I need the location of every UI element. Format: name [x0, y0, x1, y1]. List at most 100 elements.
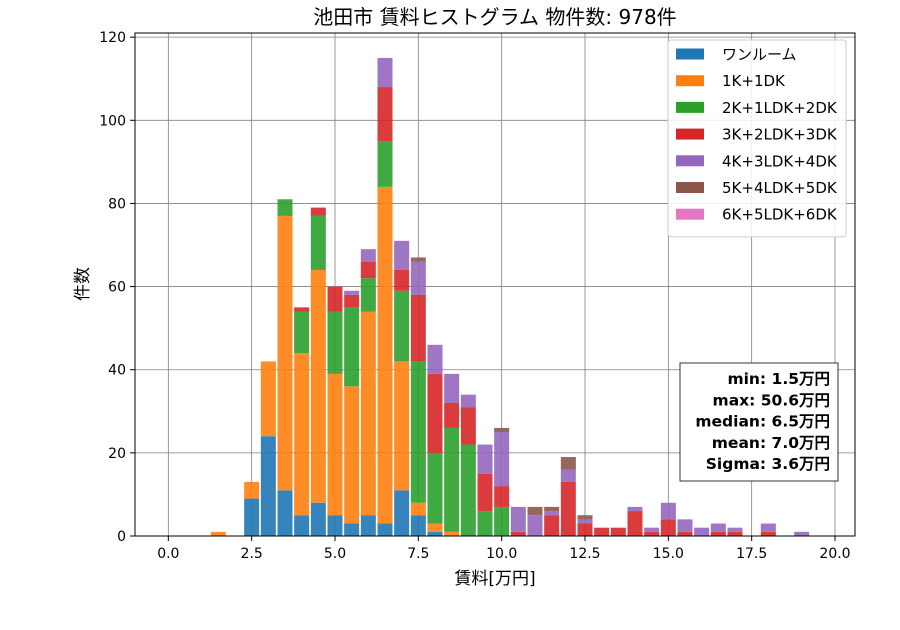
bar	[377, 186, 393, 524]
bar	[244, 481, 260, 499]
y-tick-label: 100	[99, 113, 126, 129]
legend-label: 6K+5LDK+6DK	[722, 206, 838, 224]
bar	[344, 307, 360, 387]
bar	[760, 523, 776, 532]
x-tick-label: 2.5	[241, 546, 263, 562]
bar	[627, 506, 643, 512]
bar	[310, 207, 326, 216]
bar	[327, 311, 343, 374]
bar	[360, 278, 376, 312]
bar	[460, 394, 476, 408]
bar	[460, 444, 476, 536]
legend-swatch	[676, 48, 704, 60]
y-tick-label: 20	[108, 446, 126, 462]
bar	[360, 261, 376, 279]
bar	[294, 515, 310, 536]
y-axis-ticks: 0 20 40 60 80 100 120	[99, 30, 135, 545]
bar	[410, 361, 426, 503]
bar	[444, 531, 460, 536]
bar	[327, 286, 343, 312]
bar	[477, 473, 493, 512]
bar	[277, 199, 293, 216]
bar	[427, 531, 443, 536]
x-axis-ticks: 0.0 2.5 5.0 7.5 10.0 12.5 15.0 17.5 20.0	[157, 536, 851, 562]
stats-box: min: 1.5万円 max: 50.6万円 median: 6.5万円 mean: …	[679, 362, 839, 482]
legend: ワンルーム 1K+1DK 2K+1LDK+2DK 3K+2LDK+3DK 4K+3LDK…	[667, 39, 847, 238]
bar	[477, 444, 493, 474]
bar	[310, 269, 326, 503]
bar	[494, 486, 510, 507]
bar	[727, 531, 743, 536]
bar	[294, 353, 310, 516]
bar	[394, 269, 410, 291]
bar	[560, 469, 576, 482]
legend-label: ワンルーム	[722, 46, 797, 64]
bar	[510, 506, 526, 532]
bar	[560, 457, 576, 470]
bar	[294, 311, 310, 354]
legend-label: 1K+1DK	[722, 72, 786, 90]
bar	[427, 373, 443, 453]
bar	[427, 452, 443, 524]
bar	[694, 527, 710, 536]
legend-swatch	[676, 155, 704, 167]
x-tick-label: 20.0	[819, 546, 850, 562]
stat-line: mean: 7.0万円	[712, 434, 830, 452]
bar	[727, 527, 743, 532]
bar	[394, 240, 410, 270]
bar	[644, 531, 660, 536]
bar	[677, 519, 693, 532]
legend-swatch	[676, 182, 704, 193]
bar	[410, 257, 426, 262]
bar	[627, 511, 643, 536]
bar	[644, 527, 660, 532]
bar	[610, 527, 626, 536]
bar	[360, 311, 376, 516]
bar	[527, 515, 543, 536]
bar	[210, 531, 226, 536]
bar	[527, 506, 543, 516]
bar	[660, 519, 676, 536]
legend-label: 5K+4LDK+5DK	[722, 179, 838, 197]
x-tick-label: 12.5	[569, 546, 600, 562]
bar	[377, 87, 393, 142]
legend-frame	[667, 39, 847, 238]
bar	[760, 531, 776, 536]
bar	[594, 527, 610, 536]
bar	[277, 490, 293, 536]
bar	[377, 523, 393, 536]
bar	[710, 523, 726, 532]
bar	[427, 344, 443, 374]
x-tick-label: 7.5	[407, 546, 429, 562]
stat-line: min: 1.5万円	[727, 370, 830, 388]
bar	[260, 436, 276, 536]
bar	[444, 427, 460, 532]
legend-swatch	[676, 208, 704, 220]
bar	[377, 141, 393, 187]
y-tick-label: 120	[99, 30, 126, 46]
stat-line: Sigma: 3.6万円	[706, 455, 830, 473]
bar	[427, 523, 443, 532]
stats-frame	[679, 362, 839, 482]
bar	[394, 361, 410, 491]
bar	[577, 515, 593, 520]
bar	[660, 502, 676, 520]
bar	[444, 402, 460, 428]
bar	[327, 515, 343, 536]
bar	[410, 294, 426, 362]
x-tick-label: 15.0	[653, 546, 684, 562]
bar	[360, 249, 376, 262]
x-axis-label: 賃料[万円]	[454, 569, 535, 589]
x-tick-label: 17.5	[736, 546, 767, 562]
bar	[494, 506, 510, 536]
x-tick-label: 5.0	[324, 546, 346, 562]
bar	[560, 481, 576, 536]
bar	[360, 515, 376, 536]
bars	[210, 57, 810, 536]
legend-label: 3K+2LDK+3DK	[722, 126, 838, 144]
bar	[510, 531, 526, 536]
bar	[344, 294, 360, 308]
bar	[544, 511, 560, 516]
